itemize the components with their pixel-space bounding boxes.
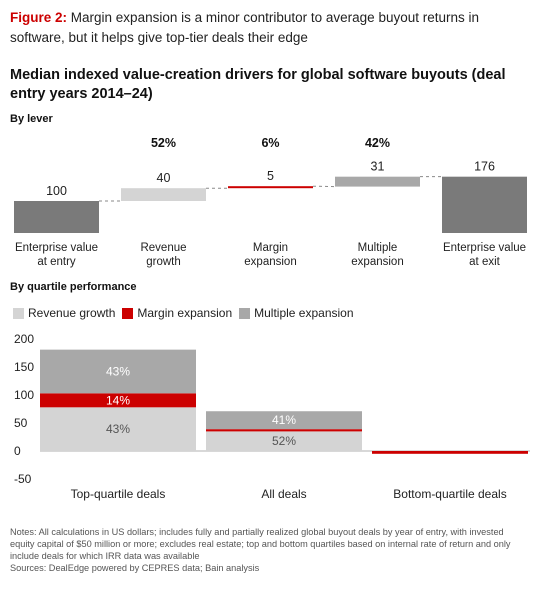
- category-label: Bottom-quartile deals: [393, 487, 506, 501]
- waterfall-bar: [121, 188, 206, 201]
- waterfall-share-label: 52%: [151, 136, 176, 150]
- waterfall-category-label: Margin: [253, 242, 288, 254]
- waterfall-share-label: 42%: [365, 136, 390, 150]
- section-label-quartile: By quartile performance: [10, 281, 137, 293]
- segment-label: 41%: [272, 413, 296, 427]
- waterfall-category-label: expansion: [244, 256, 296, 268]
- stacked-segment: [40, 393, 196, 408]
- stacked-segment: [206, 431, 362, 451]
- waterfall-category-label: Revenue: [140, 242, 186, 254]
- figure-caption-text: Margin expansion is a minor contributor …: [10, 10, 479, 45]
- y-tick-label: 100: [14, 388, 34, 402]
- chart-title: Median indexed value-creation drivers fo…: [10, 67, 506, 102]
- waterfall-category-label: expansion: [351, 256, 403, 268]
- legend-label: Margin expansion: [137, 306, 233, 320]
- legend-swatch: [122, 307, 134, 319]
- y-tick-label: 0: [14, 444, 21, 458]
- legend-item: Revenue growth: [13, 306, 115, 320]
- category-label: Top-quartile deals: [71, 487, 166, 501]
- figure-label: Figure 2:: [10, 10, 68, 25]
- stacked-segment: [40, 407, 196, 451]
- waterfall-value-label: 5: [267, 169, 274, 183]
- waterfall-value-label: 40: [157, 171, 171, 185]
- segment-label: 14%: [106, 393, 130, 407]
- legend-swatch: [13, 307, 24, 319]
- waterfall-bar: [442, 176, 527, 233]
- y-tick-label: 150: [14, 360, 34, 374]
- waterfall-value-label: 176: [474, 160, 495, 174]
- waterfall-category-label: Enterprise value: [15, 242, 98, 254]
- segment-label: 43%: [106, 422, 130, 436]
- section-label-lever: By lever: [10, 113, 53, 125]
- stacked-segment: [206, 411, 362, 430]
- legend-label: Revenue growth: [28, 306, 116, 320]
- waterfall-bar: [14, 201, 99, 233]
- waterfall-category-label: at exit: [469, 256, 500, 268]
- waterfall-value-label: 100: [46, 184, 67, 198]
- stacked-segment: [372, 451, 528, 454]
- y-tick-label: 200: [14, 332, 34, 346]
- waterfall-category-label: Multiple: [358, 242, 398, 254]
- waterfall-category-label: Enterprise value: [443, 242, 526, 254]
- stacked-segment: [40, 349, 196, 394]
- legend: Revenue growth Margin expansion Multiple e…: [13, 306, 361, 320]
- sources-text: Sources: DealEdge powered by CEPRES data…: [10, 563, 260, 573]
- category-label: All deals: [261, 487, 306, 501]
- y-tick-label: -50: [14, 472, 32, 486]
- waterfall-category-label: at entry: [37, 256, 76, 268]
- notes: Notes: All calculations in US dollars; i…: [10, 526, 530, 574]
- legend-label: Multiple expansion: [254, 306, 354, 320]
- waterfall-value-label: 31: [371, 160, 385, 174]
- legend-item: Multiple expansion: [239, 306, 354, 320]
- waterfall-bar: [228, 186, 313, 189]
- segment-label: 43%: [106, 364, 130, 378]
- y-tick-label: 50: [14, 416, 28, 430]
- figure-caption: Figure 2: Margin expansion is a minor co…: [10, 8, 530, 48]
- waterfall-bar: [335, 176, 420, 187]
- legend-item: Margin expansion: [122, 306, 232, 320]
- waterfall-share-label: 6%: [261, 136, 279, 150]
- legend-swatch: [239, 307, 251, 319]
- waterfall-category-label: growth: [146, 256, 181, 268]
- segment-label: 52%: [272, 434, 296, 448]
- notes-text: Notes: All calculations in US dollars; i…: [10, 527, 511, 561]
- stacked-segment: [206, 429, 362, 432]
